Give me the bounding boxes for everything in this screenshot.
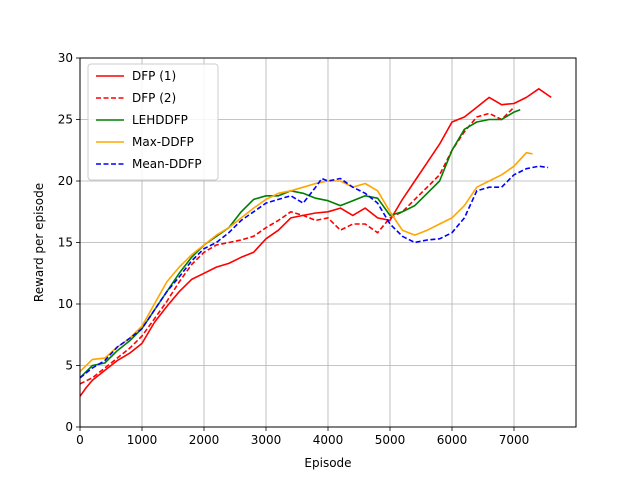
y-tick-label: 10 — [58, 297, 73, 311]
legend-label: Mean-DDFP — [132, 157, 202, 171]
series-line-0 — [79, 88, 552, 397]
legend-label: Max-DDFP — [132, 135, 194, 149]
x-tick-label: 7000 — [499, 433, 530, 447]
y-tick-label: 25 — [58, 113, 73, 127]
x-tick-label: 5000 — [375, 433, 406, 447]
x-tick-label: 6000 — [437, 433, 468, 447]
series-line-1 — [79, 106, 515, 385]
x-axis-label: Episode — [304, 456, 351, 470]
series-layer — [79, 88, 552, 397]
series-line-4 — [79, 165, 549, 379]
legend-label: DFP (1) — [132, 69, 176, 83]
y-tick-label: 0 — [65, 420, 73, 434]
y-tick-label: 20 — [58, 174, 73, 188]
y-tick-label: 30 — [58, 51, 73, 65]
y-tick-label: 5 — [65, 359, 73, 373]
x-tick-label: 1000 — [127, 433, 158, 447]
legend-label: LEHDDFP — [132, 113, 188, 127]
x-axis-ticks: 0 1000 2000 3000 4000 5000 6000 7000 — [76, 427, 529, 447]
legend-label: DFP (2) — [132, 91, 176, 105]
x-tick-label: 0 — [76, 433, 84, 447]
x-tick-label: 3000 — [251, 433, 282, 447]
y-axis-label: Reward per episode — [32, 183, 46, 302]
legend-box — [87, 63, 219, 181]
y-tick-label: 15 — [58, 236, 73, 250]
series-line-3 — [79, 151, 533, 373]
x-tick-label: 2000 — [189, 433, 220, 447]
x-tick-label: 4000 — [313, 433, 344, 447]
legend: DFP (1) DFP (2) LEHDDFP Max-DDFP Mean-DDFP — [87, 63, 219, 181]
y-axis-ticks: 0 5 10 15 20 25 30 — [58, 51, 80, 434]
